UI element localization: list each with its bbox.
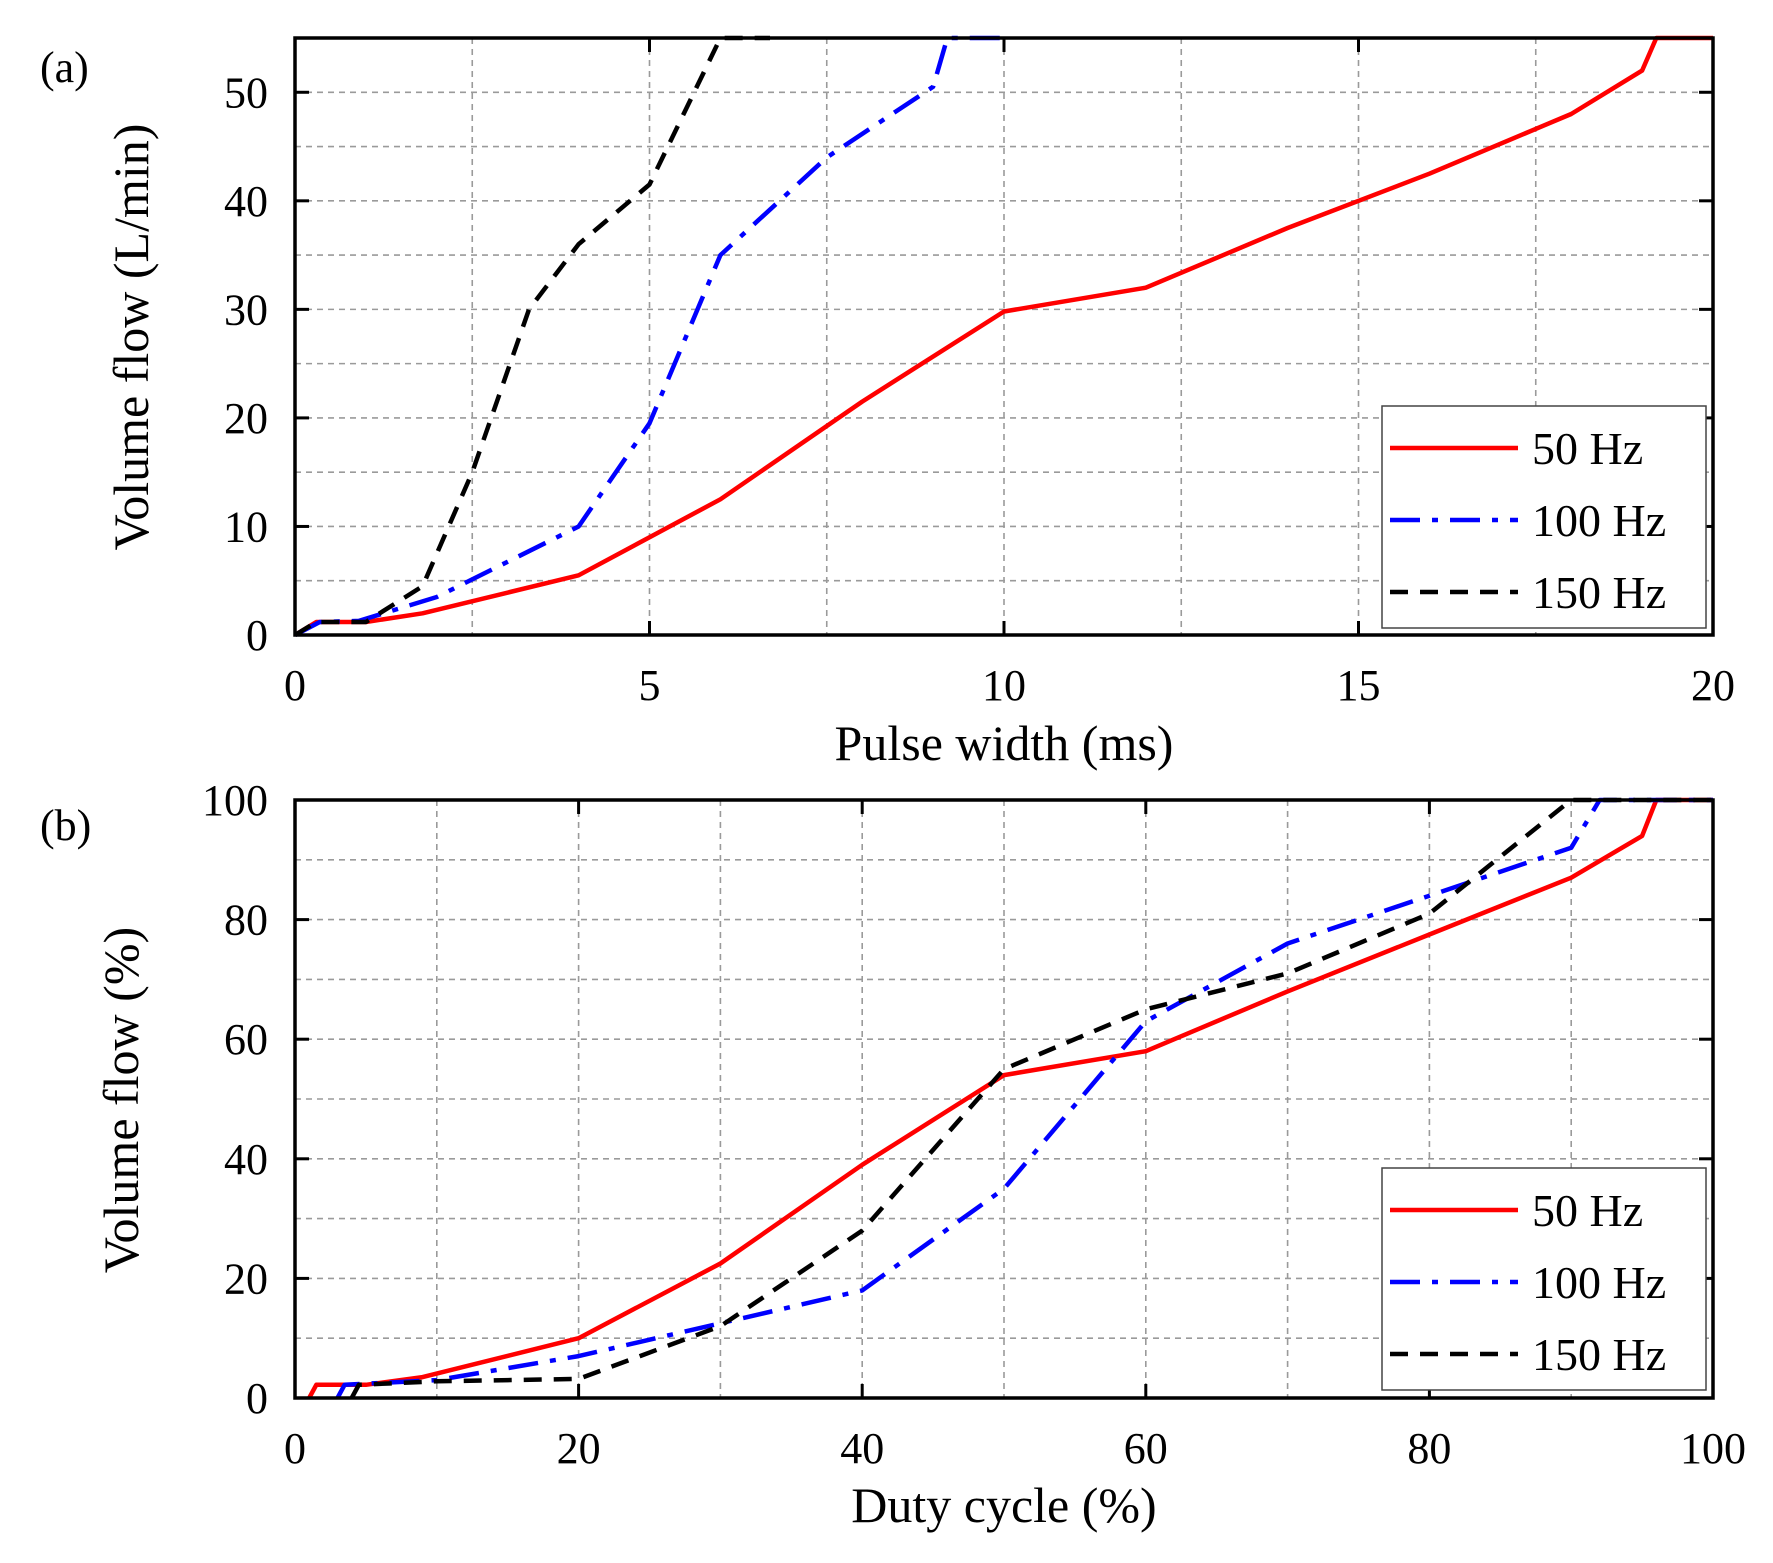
panel-a-y-tick-label: 30 [224, 285, 268, 334]
panel-a-legend-label: 50 Hz [1532, 423, 1643, 474]
panel-b-legend-label: 150 Hz [1532, 1329, 1666, 1380]
panel-b-y-tick-label: 60 [224, 1015, 268, 1064]
panel-a-x-tick-label: 0 [284, 661, 306, 710]
panel-b-axes-frame [293, 798, 1715, 1400]
panel-a-y-axis-title: Volume flow (L/min) [103, 124, 159, 551]
panel-a-x-tick-label: 20 [1691, 661, 1735, 710]
panel-a-legend: 50 Hz 100 Hz 150 Hz [1381, 405, 1707, 629]
panel-b-x-tick-label: 60 [1124, 1424, 1168, 1473]
panel-b-series [307, 797, 1713, 1400]
panel-a-x-tick-label: 15 [1337, 661, 1381, 710]
panel-b: 0 20 40 60 80 100 0 20 40 60 80 100 50 Hz 100 Hz 150 H… [40, 776, 1746, 1533]
panel-a-y-tick-label: 40 [224, 177, 268, 226]
panel-a-y-tick-label: 0 [246, 611, 268, 660]
panel-a-series-line-100hz [293, 35, 1004, 637]
panel-a-y-tick-label: 10 [224, 502, 268, 551]
panel-b-y-tick-label: 0 [246, 1374, 268, 1423]
panel-b-y-axis-title: Volume flow (%) [93, 927, 149, 1273]
panel-b-y-tick-label: 20 [224, 1254, 268, 1303]
panel-a-series-line-50hz [293, 35, 1713, 637]
panel-a-y-tick-label: 20 [224, 394, 268, 443]
panel-b-legend-label: 100 Hz [1532, 1257, 1666, 1308]
panel-b-x-tick-label: 0 [284, 1424, 306, 1473]
panel-b-x-tick-label: 20 [557, 1424, 601, 1473]
panel-b-y-tick-label: 100 [202, 776, 268, 825]
panel-b-x-tick-label: 80 [1407, 1424, 1451, 1473]
panel-b-x-tick-label: 40 [840, 1424, 884, 1473]
panel-b-ticks: 0 20 40 60 80 100 0 20 40 60 80 100 [202, 776, 1746, 1473]
panel-a-legend-label: 100 Hz [1532, 495, 1666, 546]
panel-a-panel-label: (a) [40, 43, 89, 92]
panel-a-x-tick-label: 10 [982, 661, 1026, 710]
panel-b-x-tick-label: 100 [1680, 1424, 1746, 1473]
panel-a-series-line-150hz [293, 35, 770, 637]
panel-b-legend-label: 50 Hz [1532, 1185, 1643, 1236]
panel-a-ticks: 0 5 10 15 20 0 10 20 30 40 50 [224, 38, 1735, 710]
panel-a-axes-frame [293, 36, 1715, 637]
panel-b-x-axis-title: Duty cycle (%) [851, 1477, 1156, 1533]
panel-a-y-tick-label: 50 [224, 68, 268, 117]
panel-b-series-line-150hz [349, 797, 1713, 1400]
panel-b-legend: 50 Hz 100 Hz 150 Hz [1381, 1167, 1707, 1391]
panel-b-panel-label: (b) [40, 801, 91, 850]
panel-a-legend-label: 150 Hz [1532, 567, 1666, 618]
panel-b-y-tick-label: 80 [224, 896, 268, 945]
panel-a-x-axis-title: Pulse width (ms) [835, 715, 1174, 771]
panel-a-x-tick-label: 5 [639, 661, 661, 710]
panel-b-y-tick-label: 40 [224, 1135, 268, 1184]
panel-a: 0 5 10 15 20 0 10 20 30 40 50 50 Hz 100 Hz 150 Hz Puls… [40, 35, 1735, 771]
panel-a-series [293, 35, 1713, 637]
